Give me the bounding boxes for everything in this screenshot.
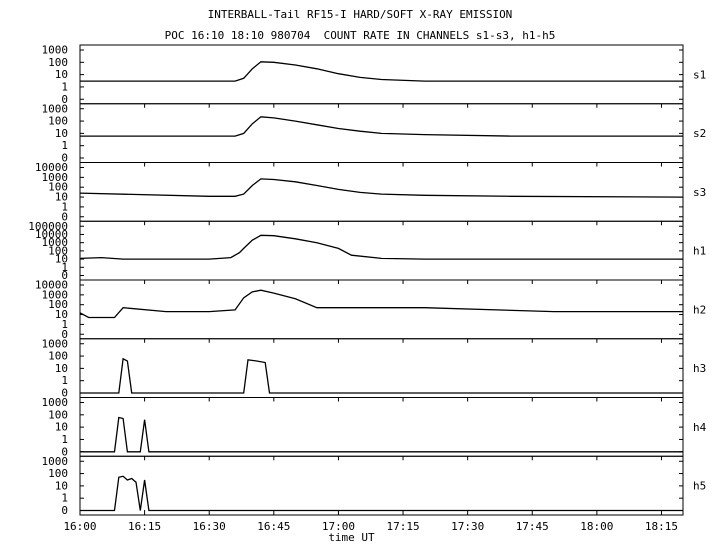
y-tick-label: 1000: [42, 171, 69, 184]
y-tick-label: 10: [55, 479, 68, 492]
y-tick-label: 1: [61, 139, 68, 152]
panel-frame-h1: [79, 220, 684, 281]
y-tick-label: 1000: [42, 455, 69, 468]
y-tick-label: 0: [61, 328, 68, 341]
panel-frame-h4: [79, 397, 684, 457]
panel-label-s2: s2: [693, 127, 706, 140]
y-tick-label: 100: [48, 408, 68, 421]
series-line-s2: [80, 116, 683, 137]
y-tick-label: 0: [61, 504, 68, 517]
y-tick-label: 10: [55, 127, 68, 140]
x-tick-label: 17:45: [516, 520, 549, 533]
series-line-s1: [80, 61, 683, 82]
panel-label-h4: h4: [693, 421, 707, 434]
y-tick-label: 1000: [42, 102, 69, 115]
panel-frame-h3: [79, 338, 684, 398]
y-tick-label: 1: [61, 200, 68, 213]
panel-label-s1: s1: [693, 68, 706, 81]
panel-label-h3: h3: [693, 362, 706, 375]
y-tick-label: 100: [48, 467, 68, 480]
y-tick-label: 10: [55, 253, 68, 266]
x-tick-label: 18:15: [645, 520, 678, 533]
y-tick-label: 10000: [35, 279, 68, 292]
y-tick-label: 100: [48, 56, 68, 69]
y-tick-label: 1000: [42, 236, 69, 249]
y-tick-label: 0: [61, 93, 68, 106]
y-tick-label: 100000: [28, 220, 68, 233]
x-tick-label: 16:45: [257, 520, 290, 533]
y-tick-label: 1: [61, 492, 68, 505]
x-tick-label: 17:30: [451, 520, 484, 533]
panel-label-h5: h5: [693, 480, 706, 493]
y-tick-label: 100: [48, 181, 68, 194]
x-tick-label: 16:15: [128, 520, 161, 533]
panel-label-h1: h1: [693, 245, 706, 258]
x-tick-label: 17:15: [386, 520, 419, 533]
y-tick-label: 1000: [42, 396, 69, 409]
series-line-h2: [79, 289, 683, 319]
y-tick-label: 1: [61, 433, 68, 446]
y-tick-label: 0: [61, 210, 68, 223]
y-tick-label: 10: [55, 191, 68, 204]
y-tick-label: 1000: [42, 44, 69, 57]
y-tick-label: 10000: [35, 228, 68, 241]
y-tick-label: 10: [55, 362, 68, 375]
chart-title: INTERBALL-Tail RF15-I HARD/SOFT X-RAY EM…: [207, 8, 513, 21]
panel-frame-h2: [79, 279, 684, 340]
series-line-s3: [79, 178, 684, 198]
x-tick-label: 18:00: [580, 520, 613, 533]
y-tick-label: 100: [48, 350, 68, 363]
y-tick-label: 10: [55, 421, 68, 434]
series-line-h1: [79, 234, 683, 260]
y-tick-label: 0: [61, 445, 68, 458]
x-axis-label: time UT: [328, 531, 375, 544]
chart-subtitle: POC 16:10 18:10 980704 COUNT RATE IN CHA…: [164, 29, 556, 42]
y-tick-label: 0: [61, 152, 68, 165]
series-line-h4: [80, 416, 683, 453]
y-tick-label: 1: [61, 374, 68, 387]
y-tick-label: 100: [48, 244, 68, 257]
panel-label-h2: h2: [693, 303, 706, 316]
y-tick-label: 1000: [42, 337, 69, 350]
x-tick-label: 17:00: [322, 520, 355, 533]
series-line-h3: [80, 357, 683, 394]
x-tick-label: 16:30: [193, 520, 226, 533]
y-tick-label: 0: [61, 269, 68, 282]
y-tick-label: 1: [61, 261, 68, 274]
panel-frame-s3: [79, 162, 684, 222]
y-tick-label: 10: [55, 308, 68, 321]
y-tick-label: 0: [61, 387, 68, 400]
y-tick-label: 1000: [42, 288, 69, 301]
y-tick-label: 10000: [35, 161, 68, 174]
y-tick-label: 100: [48, 298, 68, 311]
y-tick-label: 10: [55, 68, 68, 81]
x-tick-label: 16:00: [63, 520, 96, 533]
y-tick-label: 100: [48, 115, 68, 128]
panel-frame-s1: [79, 44, 684, 105]
y-tick-label: 1: [61, 80, 68, 93]
panel-label-s3: s3: [693, 186, 706, 199]
y-tick-label: 1: [61, 318, 68, 331]
panel-frame-h5: [79, 455, 684, 516]
series-line-h5: [80, 475, 683, 512]
